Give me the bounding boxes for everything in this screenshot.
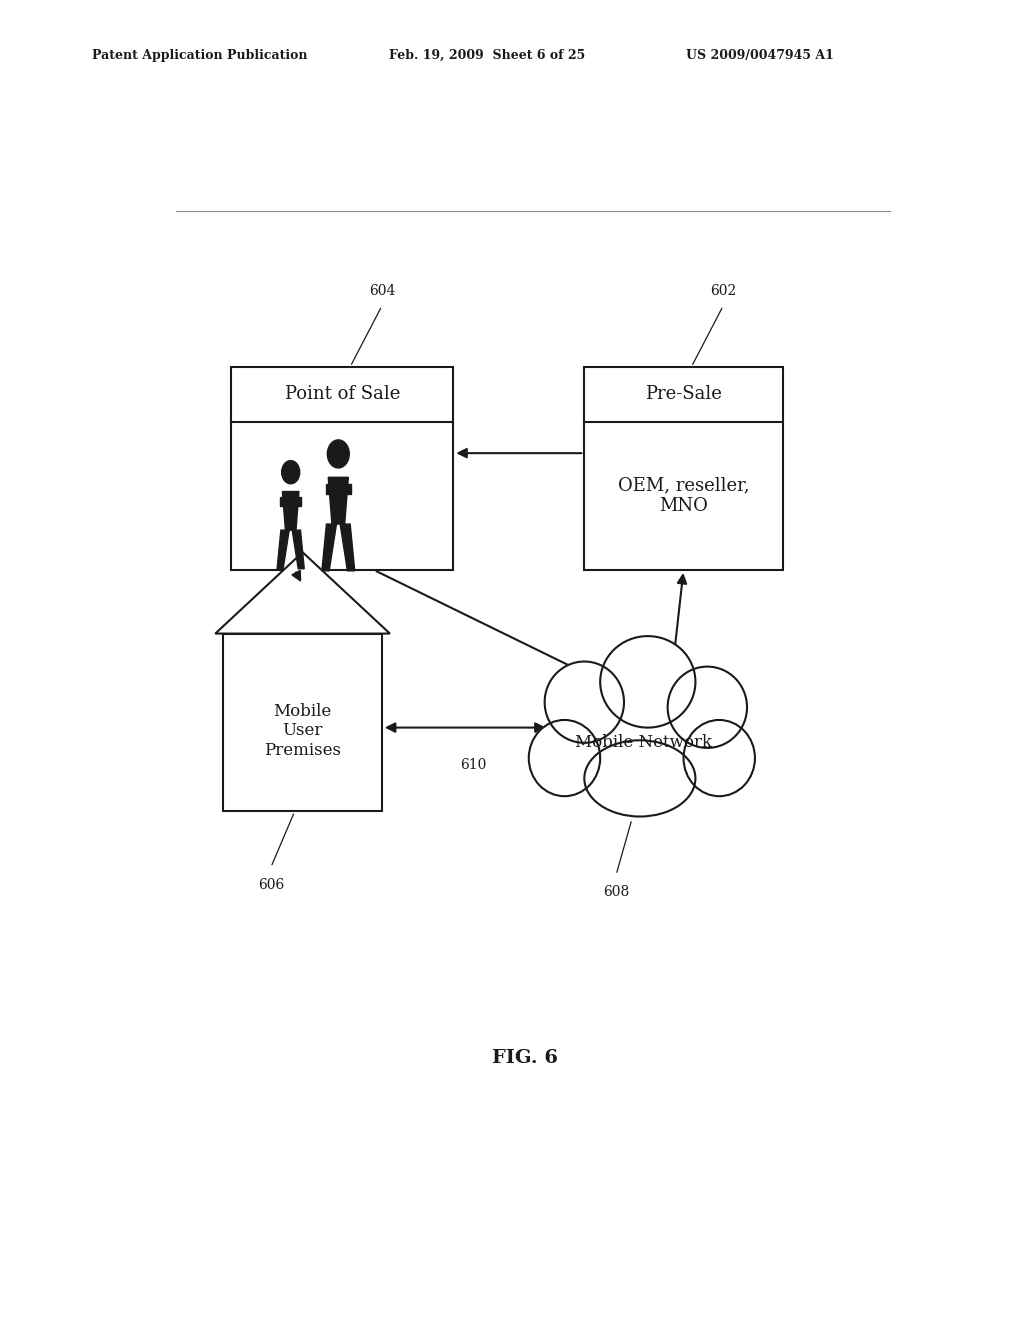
Bar [585, 367, 782, 570]
Polygon shape [322, 524, 337, 570]
Bar [223, 634, 382, 812]
Circle shape [328, 440, 349, 469]
Text: 608: 608 [603, 886, 629, 899]
Text: 606: 606 [258, 878, 284, 891]
Polygon shape [283, 491, 299, 531]
Text: Mobile
User
Premises: Mobile User Premises [264, 702, 341, 759]
Text: Feb. 19, 2009  Sheet 6 of 25: Feb. 19, 2009 Sheet 6 of 25 [389, 49, 586, 62]
Polygon shape [215, 552, 390, 634]
Text: Point of Sale: Point of Sale [285, 385, 400, 403]
Polygon shape [340, 524, 354, 570]
Text: 610: 610 [460, 758, 486, 772]
Ellipse shape [668, 667, 748, 748]
Ellipse shape [528, 719, 600, 796]
Ellipse shape [585, 741, 695, 817]
Bar [326, 483, 351, 494]
Ellipse shape [600, 636, 695, 727]
Bar [281, 496, 301, 506]
Text: US 2009/0047945 A1: US 2009/0047945 A1 [686, 49, 834, 62]
Bar [231, 367, 454, 570]
Circle shape [282, 461, 300, 484]
Polygon shape [292, 531, 304, 569]
Polygon shape [329, 478, 348, 524]
Text: Pre-Sale: Pre-Sale [645, 385, 722, 403]
Text: 604: 604 [369, 284, 395, 297]
Text: 602: 602 [710, 284, 736, 297]
Text: FIG. 6: FIG. 6 [492, 1049, 558, 1067]
Text: Mobile Network: Mobile Network [575, 734, 713, 751]
Text: Patent Application Publication: Patent Application Publication [92, 49, 307, 62]
Text: OEM, reseller,
MNO: OEM, reseller, MNO [617, 477, 750, 515]
Polygon shape [278, 531, 289, 569]
Ellipse shape [545, 661, 624, 743]
Ellipse shape [684, 719, 755, 796]
